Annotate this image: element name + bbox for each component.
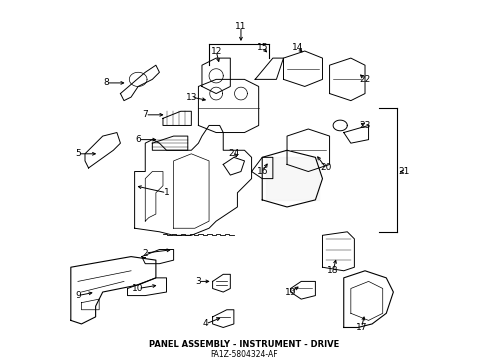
Text: 13: 13 [185,93,197,102]
Text: 10: 10 [132,284,143,293]
Text: 22: 22 [359,75,370,84]
Text: 21: 21 [398,167,409,176]
Text: 20: 20 [320,163,331,172]
Text: 15: 15 [256,43,267,52]
Text: 1: 1 [163,188,169,197]
Text: 24: 24 [228,149,239,158]
Text: FA1Z-5804324-AF: FA1Z-5804324-AF [210,350,278,359]
Text: 18: 18 [326,266,338,275]
Text: 5: 5 [75,149,81,158]
Text: 17: 17 [355,323,366,332]
Text: 23: 23 [359,121,370,130]
Text: 6: 6 [135,135,141,144]
Text: 12: 12 [210,46,222,55]
Text: PANEL ASSEMBLY - INSTRUMENT - DRIVE: PANEL ASSEMBLY - INSTRUMENT - DRIVE [149,340,339,349]
Text: 9: 9 [75,291,81,300]
Text: 2: 2 [142,248,148,257]
Text: 14: 14 [291,43,303,52]
Text: 3: 3 [195,277,201,286]
Text: 7: 7 [142,110,148,119]
Text: 11: 11 [235,22,246,31]
Text: 8: 8 [103,78,109,87]
Text: 16: 16 [256,167,267,176]
Text: 4: 4 [203,319,208,328]
Text: 19: 19 [284,288,296,297]
